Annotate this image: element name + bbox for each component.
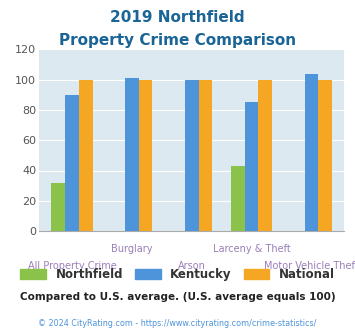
Bar [125,78,139,231]
Bar [65,95,79,231]
Text: All Property Crime: All Property Crime [28,261,116,271]
Bar [198,80,212,231]
Bar [258,80,272,231]
Bar [79,80,93,231]
Text: 2019 Northfield: 2019 Northfield [110,10,245,25]
Bar [231,166,245,231]
Bar [245,102,258,231]
Bar [185,80,198,231]
Text: Larceny & Theft: Larceny & Theft [213,244,290,254]
Text: Burglary: Burglary [111,244,153,254]
Text: Compared to U.S. average. (U.S. average equals 100): Compared to U.S. average. (U.S. average … [20,292,335,302]
Text: Arson: Arson [178,261,206,271]
Bar [318,80,332,231]
Text: Property Crime Comparison: Property Crime Comparison [59,33,296,48]
Legend: Northfield, Kentucky, National: Northfield, Kentucky, National [15,263,340,286]
Bar [139,80,153,231]
Bar [305,74,318,231]
Bar [51,182,65,231]
Text: © 2024 CityRating.com - https://www.cityrating.com/crime-statistics/: © 2024 CityRating.com - https://www.city… [38,319,317,328]
Text: Motor Vehicle Theft: Motor Vehicle Theft [264,261,355,271]
